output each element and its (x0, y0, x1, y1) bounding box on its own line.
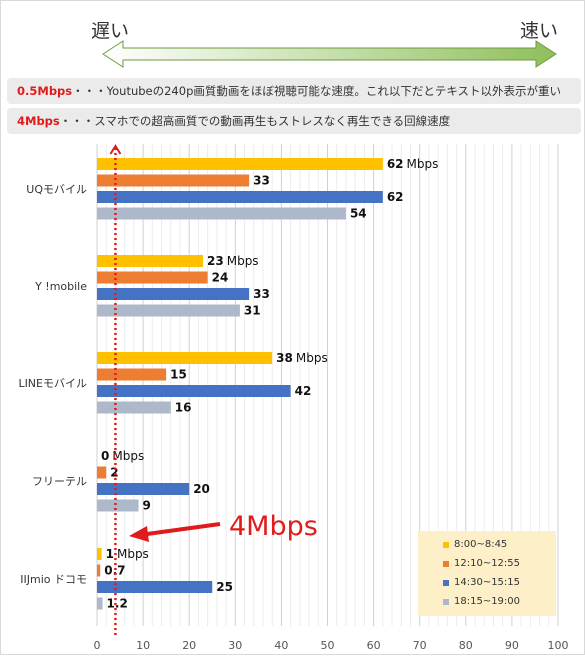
x-tick-label: 20 (182, 639, 196, 652)
bar (97, 597, 103, 610)
x-tick-label: 70 (413, 639, 427, 652)
unit-label: Mbps (296, 351, 328, 365)
slow-label: 遅い (91, 20, 130, 42)
unit-label: Mbps (112, 449, 144, 463)
note-text: ・・・Youtubeの240p画質動画をほぼ視聴可能な速度。これ以下だとテキスト… (72, 84, 562, 98)
bar (97, 368, 167, 381)
legend-item-1: 12:10~12:55 (443, 558, 521, 569)
value-label: 1 (106, 547, 114, 561)
legend-item-2: 14:30~15:15 (443, 577, 521, 588)
value-label: 62 (387, 190, 404, 204)
bar (97, 158, 383, 170)
speed-direction-arrow (102, 40, 557, 68)
note-0-5mbps: 0.5Mbps・・・Youtubeの240p画質動画をほぼ視聴可能な速度。これ以… (7, 78, 581, 104)
category-label: Y !mobile (34, 280, 87, 293)
legend-swatch (443, 542, 449, 548)
reference-line-4mbps (109, 144, 221, 635)
category-label: UQモバイル (26, 183, 87, 196)
bar (97, 483, 190, 495)
x-tick-label: 90 (505, 639, 519, 652)
bar (97, 191, 383, 203)
value-label: 24 (212, 271, 229, 285)
x-tick-labels: 0 10 20 30 40 50 60 70 80 90 100 (94, 639, 569, 652)
fast-label: 速い (520, 20, 559, 42)
unit-label: Mbps (117, 547, 149, 561)
legend-label: 14:30~15:15 (454, 577, 521, 588)
bar (97, 385, 291, 397)
value-label: 31 (244, 304, 261, 318)
callout-arrowhead (129, 526, 149, 542)
value-label: 62 (387, 157, 404, 171)
bar (97, 466, 107, 479)
bar (97, 288, 250, 300)
value-label: 9 (142, 499, 150, 513)
unit-label: Mbps (407, 157, 439, 171)
value-label: 15 (170, 368, 187, 382)
value-label: 0.7 (104, 564, 125, 578)
bar (97, 255, 204, 267)
value-label: 20 (193, 482, 210, 496)
value-label: 16 (175, 401, 192, 415)
value-label: 23 (207, 254, 224, 268)
note-4mbps: 4Mbps・・・スマホでの超高画質での動画再生もストレスなく再生できる回線速度 (7, 108, 581, 134)
value-label: 33 (253, 287, 270, 301)
callout-4mbps-label: 4Mbps (229, 511, 318, 542)
bar (97, 304, 240, 317)
x-tick-label: 10 (136, 639, 150, 652)
value-label: 42 (295, 384, 312, 398)
x-tick-label: 40 (274, 639, 288, 652)
legend-swatch (443, 561, 449, 567)
bar (97, 499, 139, 512)
note-text: ・・・スマホでの超高画質での動画再生もストレスなく再生できる回線速度 (59, 114, 451, 128)
bar (97, 352, 273, 364)
bars (97, 158, 383, 610)
category-label: LINEモバイル (18, 377, 87, 390)
category-label: IIJmio ドコモ (20, 573, 87, 586)
x-tick-label: 50 (321, 639, 335, 652)
legend: 8:00~8:45 12:10~12:55 14:30~15:15 18:15~… (418, 531, 556, 616)
legend-label: 8:00~8:45 (454, 539, 508, 550)
legend-label: 12:10~12:55 (454, 558, 521, 569)
callout-arrow-shaft (146, 522, 221, 536)
note-highlight: 0.5Mbps (17, 84, 73, 98)
bar (97, 271, 208, 284)
legend-swatch (443, 580, 449, 586)
legend-swatch (443, 599, 449, 605)
value-label: 38 (276, 351, 293, 365)
note-highlight: 4Mbps (17, 114, 60, 128)
x-tick-label: 0 (94, 639, 101, 652)
bar (97, 581, 213, 593)
category-label: フリーテル (32, 475, 87, 488)
bar (97, 564, 101, 577)
value-label: 33 (253, 174, 270, 188)
legend-item-0: 8:00~8:45 (443, 539, 508, 550)
value-label: 0 (101, 449, 109, 463)
x-tick-label: 30 (228, 639, 242, 652)
x-tick-label: 80 (459, 639, 473, 652)
reference-line-arrowhead (109, 144, 122, 155)
value-label: 1.2 (107, 597, 128, 611)
x-tick-label: 100 (548, 639, 569, 652)
value-label: 54 (350, 207, 367, 221)
value-label: 25 (216, 580, 233, 594)
bar (97, 548, 102, 560)
x-tick-label: 60 (367, 639, 381, 652)
legend-label: 18:15~19:00 (454, 596, 521, 607)
bar (97, 401, 171, 414)
value-label: 2 (110, 466, 118, 480)
bar (97, 174, 250, 187)
bar (97, 207, 346, 220)
legend-item-3: 18:15~19:00 (443, 596, 521, 607)
unit-label: Mbps (227, 254, 259, 268)
